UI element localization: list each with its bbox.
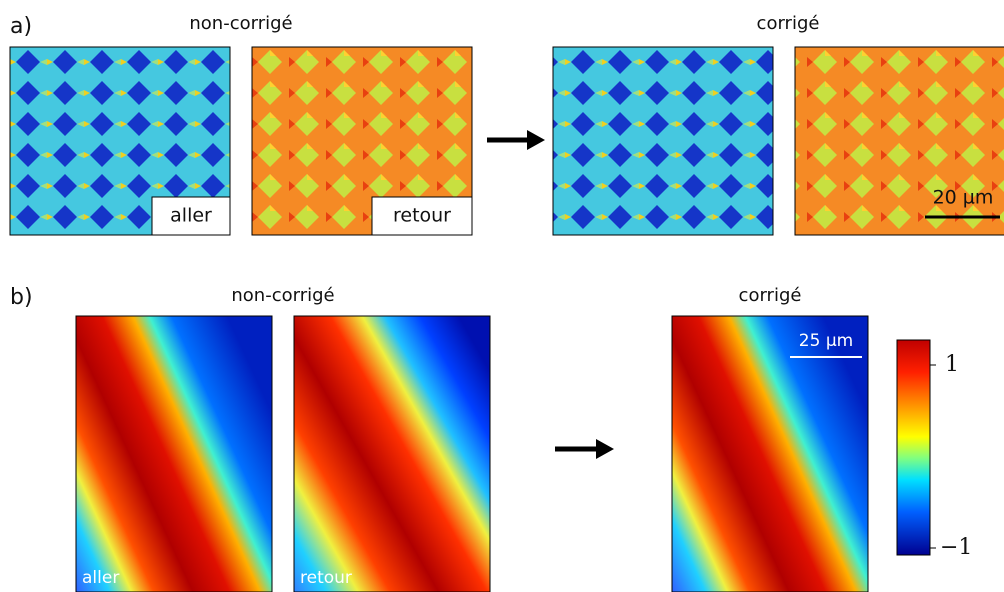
image [552,46,774,236]
colorbar-tick-label: −1 [940,535,972,560]
image [293,315,491,592]
colorbar-tick [930,364,936,549]
image [794,46,1004,236]
group-title: corrigé [757,13,820,34]
arrow-head [527,130,545,150]
colorbar [896,339,931,556]
panel-label: b) [10,285,33,310]
group-title: non-corrigé [231,285,334,306]
scale-bar-label: 20 µm [933,187,994,209]
image [75,315,273,592]
image-tag: aller [82,568,119,588]
image-tag: retour [393,205,451,227]
group-title: non-corrigé [189,13,292,34]
tag-box [371,196,473,236]
scale-bar-label: 25 µm [799,331,853,351]
tag-box [151,196,231,236]
image-tag: retour [300,568,352,588]
panel-label: a) [10,14,32,39]
group-title: corrigé [739,285,802,306]
arrow-head [596,439,614,459]
image-tag: aller [170,205,212,227]
image [671,315,869,592]
colorbar-tick-label: 1 [945,352,959,377]
